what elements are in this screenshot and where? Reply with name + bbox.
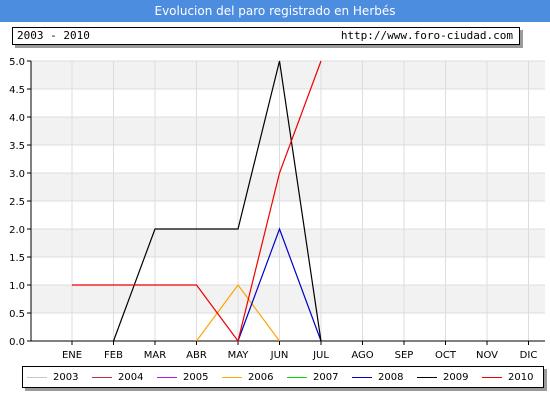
x-tick-label: ABR	[186, 350, 207, 361]
legend-label: 2004	[118, 371, 144, 383]
x-tick-label: OCT	[435, 350, 457, 361]
legend-swatch	[352, 376, 372, 378]
y-tick-label: 4.0	[9, 113, 25, 124]
legend-item-2010: 2010	[478, 367, 543, 387]
legend-item-2006: 2006	[218, 367, 283, 387]
y-tick-label: 1.5	[9, 253, 25, 264]
x-tick-label: NOV	[476, 350, 498, 361]
legend: 2003 2004 2005 2006 2007 2008 2009 2010	[22, 366, 544, 388]
x-tick-label: MAY	[228, 350, 250, 361]
y-tick-label: 3.5	[9, 141, 25, 152]
legend-swatch	[92, 376, 112, 378]
legend-item-2007: 2007	[283, 367, 348, 387]
legend-swatch	[417, 376, 437, 378]
legend-swatch	[287, 376, 307, 378]
y-tick-label: 1.0	[9, 281, 25, 292]
legend-item-2009: 2009	[413, 367, 478, 387]
x-tick-label: DIC	[520, 350, 538, 361]
legend-item-2004: 2004	[88, 367, 153, 387]
chart-title: Evolucion del paro registrado en Herbés	[0, 0, 550, 22]
legend-item-2008: 2008	[348, 367, 413, 387]
grid-band	[31, 173, 545, 201]
series-line-2008	[237, 227, 322, 342]
legend-swatch	[157, 376, 177, 378]
y-tick-label: 4.5	[9, 85, 25, 96]
source-url: http://www.foro-ciudad.com	[340, 29, 513, 42]
y-tick-label: 0.0	[9, 337, 25, 348]
y-tick-label: 2.5	[9, 197, 25, 208]
x-tick-label: MAR	[144, 350, 166, 361]
legend-item-2003: 2003	[23, 367, 88, 387]
series-line-2006	[196, 283, 280, 342]
grid-band	[31, 285, 545, 313]
legend-label: 2005	[183, 371, 209, 383]
legend-label: 2010	[508, 371, 534, 383]
info-box: 2003 - 2010 http://www.foro-ciudad.com	[12, 27, 520, 45]
legend-label: 2009	[443, 371, 469, 383]
legend-label: 2007	[313, 371, 339, 383]
series-line-2009	[112, 60, 322, 342]
x-tick-label: ENE	[62, 350, 82, 361]
legend-label: 2006	[248, 371, 274, 383]
legend-swatch	[222, 376, 242, 378]
y-tick-label: 0.5	[9, 309, 25, 320]
x-tick-label: JUL	[312, 350, 329, 361]
period-label: 2003 - 2010	[17, 29, 90, 42]
x-tick-label: AGO	[351, 350, 373, 361]
legend-item-2005: 2005	[153, 367, 218, 387]
legend-swatch	[27, 376, 47, 378]
series-line-2010	[72, 60, 322, 343]
legend-label: 2008	[378, 371, 404, 383]
y-tick-label: 3.0	[9, 169, 25, 180]
legend-label: 2003	[53, 371, 79, 383]
x-tick-label: JUN	[270, 350, 289, 361]
grid-band	[31, 61, 545, 89]
x-tick-label: SEP	[395, 350, 414, 361]
y-tick-label: 5.0	[9, 57, 25, 68]
legend-swatch	[482, 376, 502, 378]
x-tick-label: FEB	[104, 350, 123, 361]
y-tick-label: 2.0	[9, 225, 25, 236]
